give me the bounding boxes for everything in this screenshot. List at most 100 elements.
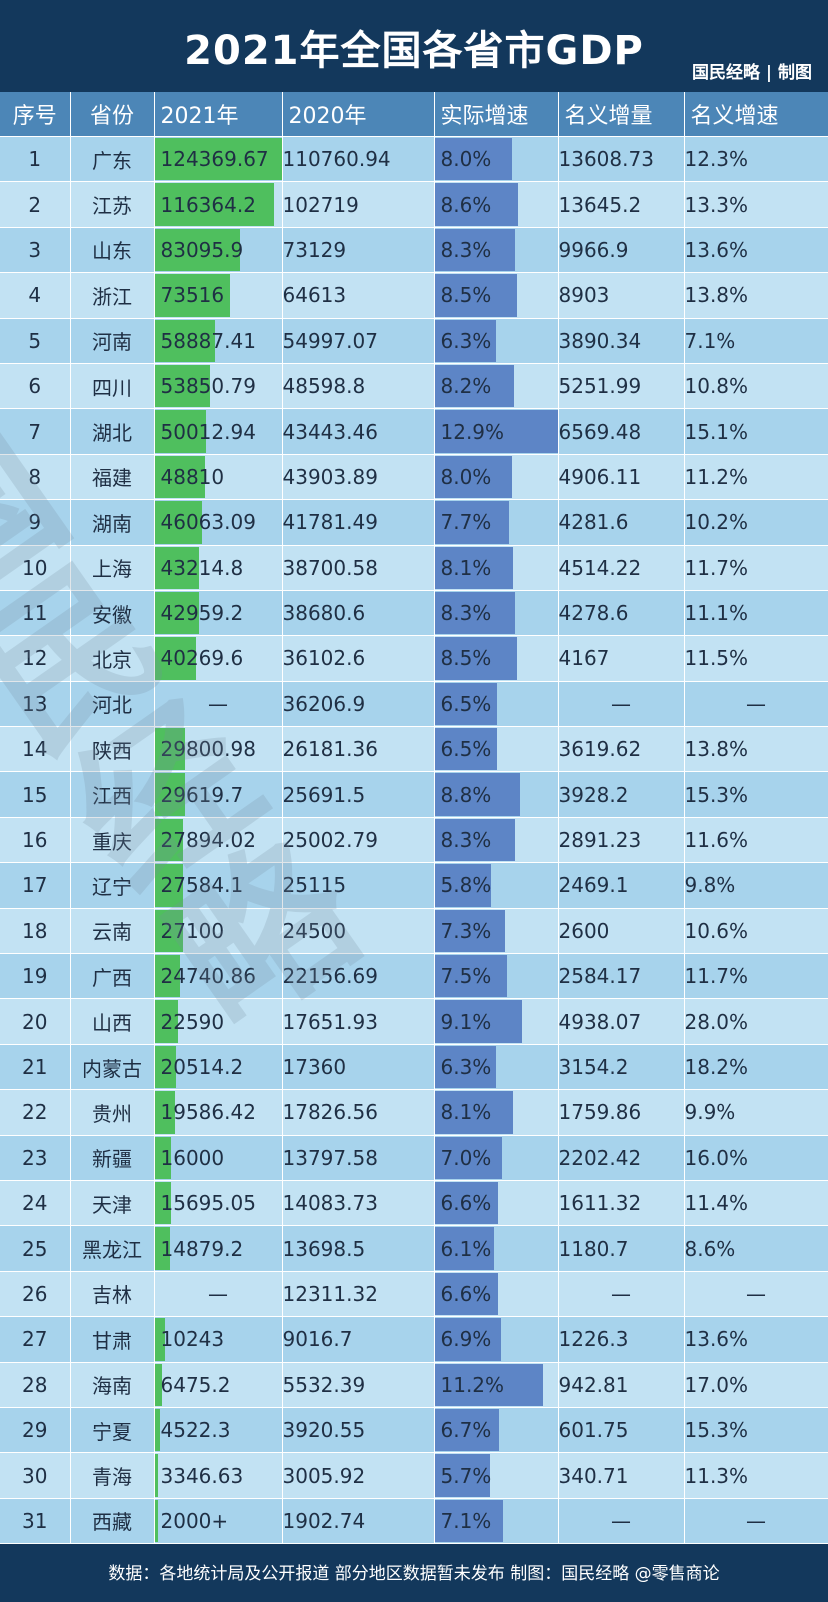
- nominal-increase-cell: 4514.22: [558, 545, 685, 591]
- province-cell: 海南: [70, 1362, 155, 1408]
- gdp-2021-value: 58887.41: [160, 328, 256, 353]
- province-cell: 黑龙江: [70, 1225, 155, 1272]
- gdp-2020-cell: 13797.58: [282, 1135, 435, 1181]
- gdp-2021-value: 29800.98: [160, 737, 256, 762]
- real-growth-value: 8.1%: [440, 1100, 492, 1125]
- gdp-2020-cell: 38700.58: [282, 545, 435, 591]
- real-growth-value: 8.5%: [440, 646, 492, 671]
- real-growth-bar: [434, 1363, 543, 1406]
- gdp-2021-cell: —: [154, 1271, 283, 1318]
- nominal-growth-cell: 28.0%: [684, 998, 828, 1045]
- table-row: 13 河北 —36206.9 6.5% — —: [0, 681, 828, 728]
- real-growth-value: 8.3%: [440, 828, 492, 853]
- rank-cell: 2: [0, 181, 71, 228]
- gdp-2021-cell: 27584.1: [154, 862, 283, 909]
- gdp-2020-cell: 9016.7: [282, 1316, 435, 1363]
- real-growth-bar: [434, 591, 515, 635]
- page-title: 2021年全国各省市GDP: [184, 28, 644, 74]
- gdp-2021-cell: 24740.86: [154, 953, 283, 1000]
- province-cell: 福建: [70, 454, 155, 501]
- real-growth-cell: 7.3%: [434, 908, 559, 955]
- nominal-growth-cell: 15.3%: [684, 771, 828, 818]
- rank-cell: 4: [0, 272, 71, 319]
- table-row: 2 江苏 116364.2 102719 8.6% 13645.2 13.3%: [0, 181, 828, 228]
- real-growth-cell: 6.5%: [434, 681, 559, 728]
- table-row: 7 湖北 50012.94 43443.46 12.9% 6569.48 15.1%: [0, 408, 828, 455]
- real-growth-cell: 8.3%: [434, 227, 559, 274]
- nominal-increase-cell: 2202.42: [558, 1135, 685, 1181]
- real-growth-cell: 6.5%: [434, 726, 559, 773]
- real-growth-cell: 6.6%: [434, 1180, 559, 1227]
- table-row: 3 山东 83095.9 73129 8.3% 9966.9 13.6%: [0, 227, 828, 274]
- nominal-increase-cell: 942.81: [558, 1362, 685, 1408]
- rank-cell: 27: [0, 1316, 71, 1363]
- col-header-nominal-growth: 名义增速: [684, 92, 828, 137]
- gdp-2020-cell: 43443.46: [282, 408, 435, 455]
- gdp-2021-bar: [154, 591, 199, 635]
- table-row: 25 黑龙江 14879.2 13698.5 6.1% 1180.7 8.6%: [0, 1225, 828, 1272]
- gdp-2021-cell: 19586.42: [154, 1089, 283, 1136]
- rank-cell: 12: [0, 635, 71, 682]
- real-growth-value: 8.1%: [440, 555, 492, 580]
- province-cell: 上海: [70, 545, 155, 591]
- real-growth-cell: 8.5%: [434, 635, 559, 682]
- province-cell: 山西: [70, 998, 155, 1045]
- gdp-2021-bar: [154, 501, 202, 544]
- nominal-growth-cell: 10.8%: [684, 363, 828, 410]
- real-growth-value: 5.7%: [440, 1463, 492, 1488]
- province-cell: 湖北: [70, 408, 155, 455]
- real-growth-value: 7.3%: [440, 918, 492, 943]
- nominal-growth-cell: 13.3%: [684, 181, 828, 228]
- gdp-2021-value: 29619.7: [160, 782, 244, 807]
- province-cell: 广东: [70, 136, 155, 183]
- real-growth-cell: 7.5%: [434, 953, 559, 1000]
- nominal-increase-cell: 1611.32: [558, 1180, 685, 1227]
- real-growth-value: 8.5%: [440, 283, 492, 308]
- gdp-2020-cell: 54997.07: [282, 318, 435, 364]
- table-row: 9 湖南 46063.09 41781.49 7.7% 4281.6 10.2%: [0, 499, 828, 546]
- nominal-growth-cell: 8.6%: [684, 1225, 828, 1272]
- gdp-2020-cell: 14083.73: [282, 1180, 435, 1227]
- gdp-2021-value: 15695.05: [160, 1191, 256, 1216]
- province-cell: 贵州: [70, 1089, 155, 1136]
- nominal-growth-cell: 11.4%: [684, 1180, 828, 1227]
- real-growth-value: 7.1%: [440, 1508, 492, 1533]
- gdp-2021-value: 27894.02: [160, 828, 256, 853]
- gdp-2020-cell: 64613: [282, 272, 435, 319]
- gdp-2021-value: 20514.2: [160, 1055, 244, 1079]
- gdp-2021-value: 124369.67: [160, 147, 269, 172]
- gdp-2021-value: 50012.94: [160, 419, 256, 444]
- nominal-increase-cell: 2584.17: [558, 953, 685, 1000]
- real-growth-value: 6.3%: [440, 328, 492, 353]
- real-growth-bar: [434, 546, 513, 589]
- gdp-2021-bar: [154, 1000, 178, 1043]
- gdp-2021-cell: 53850.79: [154, 363, 283, 410]
- real-growth-cell: 11.2%: [434, 1362, 559, 1408]
- gdp-2020-cell: 3920.55: [282, 1407, 435, 1454]
- real-growth-bar: [434, 1045, 496, 1089]
- real-growth-cell: 5.8%: [434, 862, 559, 909]
- rank-cell: 31: [0, 1498, 71, 1545]
- real-growth-cell: 8.2%: [434, 363, 559, 410]
- gdp-2021-bar: [154, 1045, 176, 1089]
- table-row: 24 天津 15695.05 14083.73 6.6% 1611.32 11.4%: [0, 1180, 828, 1227]
- nominal-increase-cell: —: [558, 681, 685, 728]
- gdp-2021-cell: 16000: [154, 1135, 283, 1181]
- real-growth-cell: 7.7%: [434, 499, 559, 546]
- gdp-2021-cell: 43214.8: [154, 545, 283, 591]
- gdp-2021-cell: 15695.05: [154, 1180, 283, 1227]
- gdp-2020-cell: 38680.6: [282, 590, 435, 637]
- gdp-2021-value: 73516: [160, 283, 225, 308]
- gdp-2021-bar: [154, 728, 185, 771]
- gdp-2021-bar: [154, 864, 183, 907]
- rank-cell: 21: [0, 1044, 71, 1091]
- real-growth-bar: [434, 183, 518, 226]
- real-growth-value: 8.2%: [440, 374, 492, 399]
- rank-cell: 24: [0, 1180, 71, 1227]
- real-growth-cell: 8.3%: [434, 590, 559, 637]
- nominal-increase-cell: 5251.99: [558, 363, 685, 410]
- nominal-increase-cell: 2891.23: [558, 817, 685, 864]
- real-growth-bar: [434, 773, 520, 816]
- rank-cell: 13: [0, 681, 71, 728]
- real-growth-bar: [434, 1227, 494, 1270]
